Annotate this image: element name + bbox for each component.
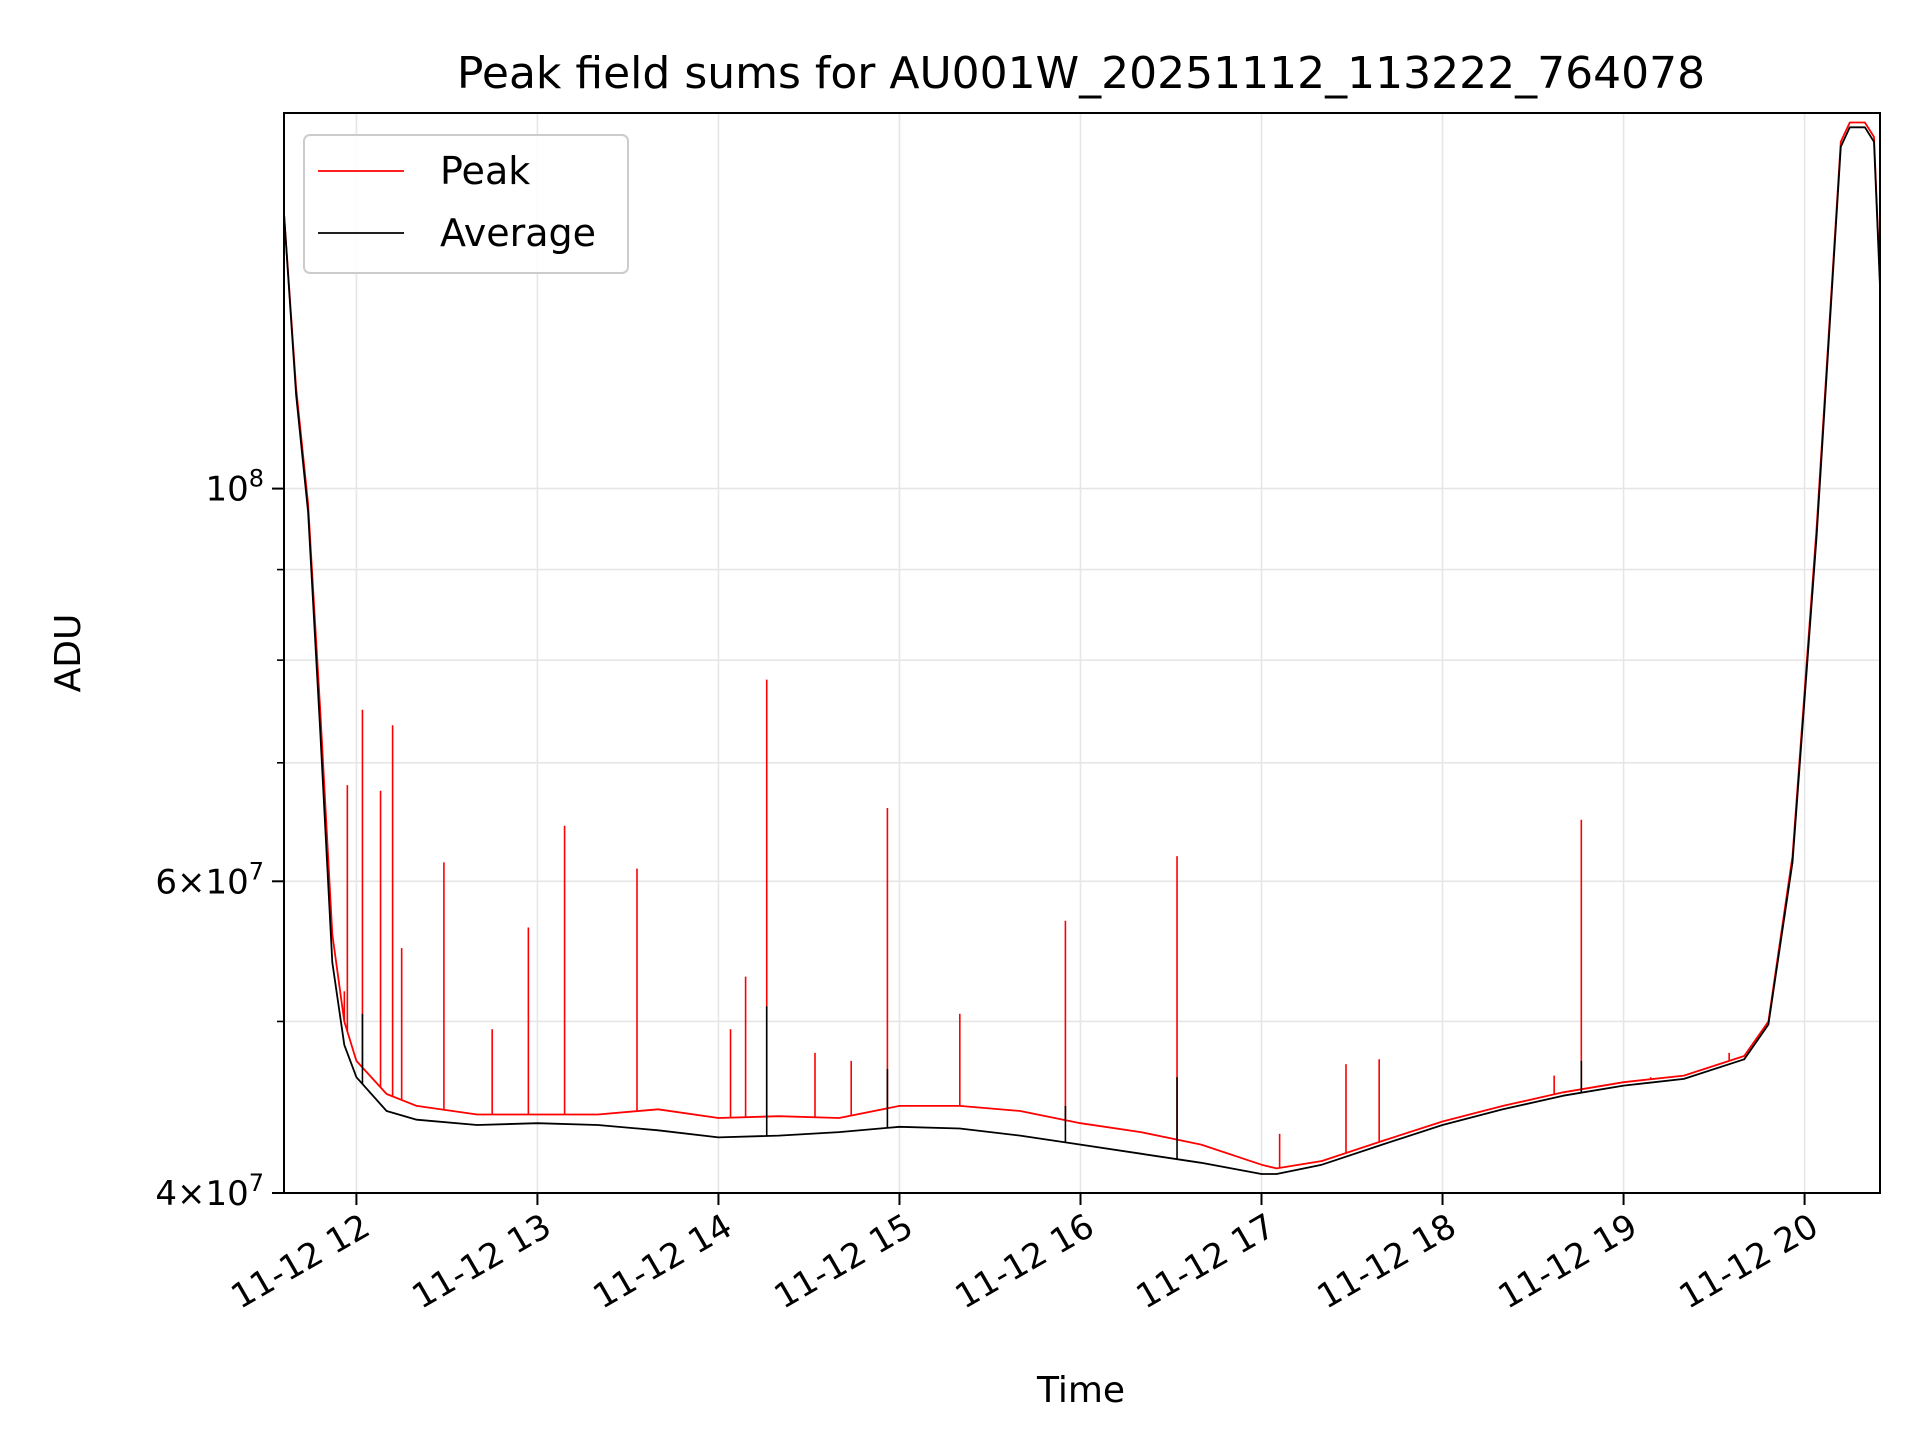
y-tick-label: 108 (205, 465, 264, 510)
series-line-average (283, 126, 1881, 1175)
legend: Peak Average (303, 134, 629, 274)
x-axis-label: Time (1036, 1370, 1125, 1411)
legend-label-average: Average (440, 211, 596, 255)
y-tick-label: 6×107 (155, 857, 264, 902)
y-axis: 108 6×107 4×107 (155, 465, 284, 1214)
legend-label-peak: Peak (440, 149, 530, 193)
plot-area (283, 121, 1881, 1175)
y-axis-label: ADU (48, 614, 89, 693)
legend-box (303, 134, 629, 274)
chart-title: Peak field sums for AU001W_20251112_1132… (457, 48, 1705, 99)
y-tick-label: 4×107 (155, 1169, 264, 1214)
axes-frame (283, 112, 1881, 1194)
